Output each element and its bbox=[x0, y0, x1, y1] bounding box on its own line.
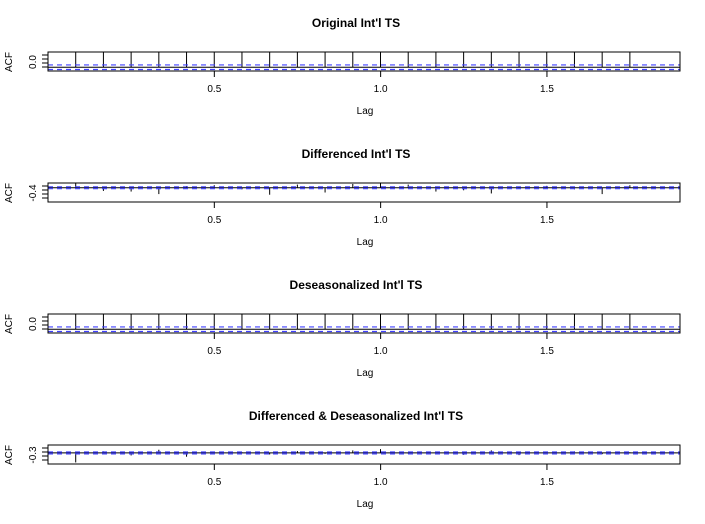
x-tick-label: 0.5 bbox=[207, 346, 221, 357]
chart-title: Differenced Int'l TS bbox=[302, 147, 411, 161]
y-tick-label: -0.3 bbox=[28, 446, 39, 464]
x-axis-label: Lag bbox=[357, 499, 374, 510]
chart-title: Deseasonalized Int'l TS bbox=[290, 278, 423, 292]
y-tick-label: -0.4 bbox=[28, 184, 39, 202]
plot-frame bbox=[47, 182, 681, 203]
y-axis-label: ACF bbox=[4, 445, 15, 465]
y-axis-label: ACF bbox=[4, 52, 15, 72]
x-tick-label: 0.5 bbox=[207, 477, 221, 488]
chart-title: Original Int'l TS bbox=[312, 16, 400, 30]
x-tick-label: 1.0 bbox=[374, 346, 388, 357]
x-tick-label: 1.0 bbox=[374, 477, 388, 488]
x-axis-label: Lag bbox=[357, 368, 374, 379]
plot-frame bbox=[47, 444, 681, 465]
x-tick-label: 1.5 bbox=[540, 84, 554, 95]
x-tick-label: 1.5 bbox=[540, 477, 554, 488]
x-tick-label: 1.5 bbox=[540, 346, 554, 357]
y-axis-label: ACF bbox=[4, 314, 15, 334]
x-axis-label: Lag bbox=[357, 237, 374, 248]
x-tick-label: 1.0 bbox=[374, 84, 388, 95]
x-tick-label: 0.5 bbox=[207, 84, 221, 95]
y-tick-label: 0.0 bbox=[28, 317, 39, 331]
plot-frame bbox=[47, 51, 681, 72]
y-axis-label: ACF bbox=[4, 183, 15, 203]
plot-frame bbox=[47, 313, 681, 334]
x-tick-label: 0.5 bbox=[207, 215, 221, 226]
y-tick-label: 0.0 bbox=[28, 55, 39, 69]
x-tick-label: 1.5 bbox=[540, 215, 554, 226]
x-tick-label: 1.0 bbox=[374, 215, 388, 226]
chart-title: Differenced & Deseasonalized Int'l TS bbox=[249, 409, 463, 423]
x-axis-label: Lag bbox=[357, 106, 374, 117]
